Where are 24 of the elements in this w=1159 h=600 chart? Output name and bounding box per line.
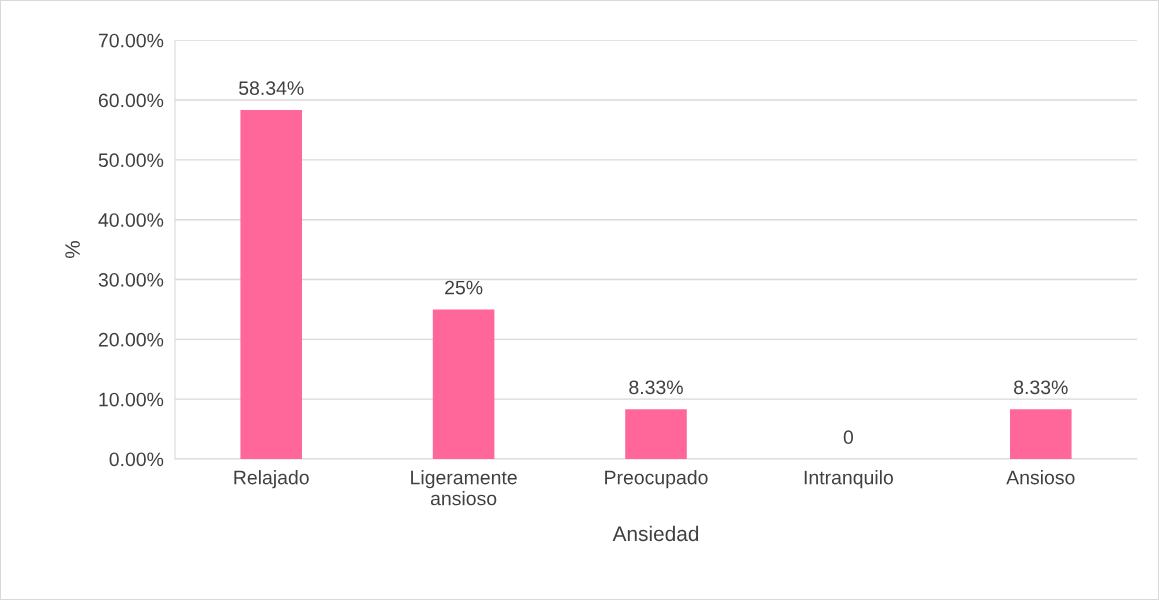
x-axis-title: Ansiedad	[612, 525, 699, 542]
x-tick-label: Relajado	[234, 470, 309, 489]
y-tick-label: 20.00%	[98, 332, 164, 347]
x-tick-label: Preocupado	[605, 470, 708, 489]
bar	[625, 409, 687, 459]
bar	[240, 109, 302, 459]
x-tick-label: Ansioso	[1006, 470, 1075, 485]
y-tick-label: 0.00%	[109, 452, 164, 467]
y-tick-label: 70.00%	[98, 33, 164, 48]
data-label: 8.33%	[629, 380, 683, 395]
x-tick-label: Intranquilo	[804, 470, 893, 489]
data-label: 0	[843, 430, 854, 445]
x-tick-label: Ligeramente ansioso	[411, 470, 517, 506]
y-tick-label: 30.00%	[98, 272, 164, 287]
y-axis-title: %	[65, 241, 80, 259]
y-tick-label: 10.00%	[99, 392, 164, 407]
bar	[432, 309, 495, 459]
bar	[1010, 409, 1072, 459]
data-label: 58.34%	[239, 81, 304, 96]
y-tick-label: 50.00%	[98, 153, 164, 168]
y-tick-label: 40.00%	[98, 213, 164, 227]
y-tick-label: 60.00%	[98, 93, 164, 108]
data-label: 8.33%	[1014, 380, 1068, 395]
data-label: 25%	[445, 280, 483, 295]
